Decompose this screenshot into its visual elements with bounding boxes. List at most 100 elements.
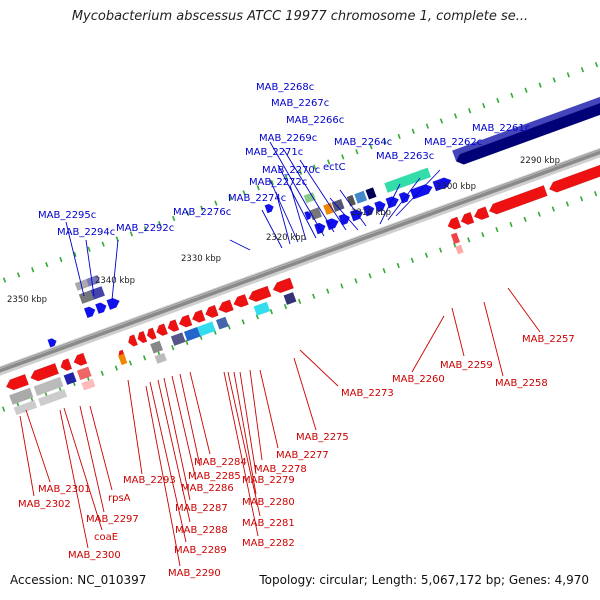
reverse-gene-label: MAB_2281 (242, 518, 295, 529)
forward-gene-label: MAB_2294c (57, 227, 115, 238)
reverse-ruler-tick (382, 267, 386, 274)
reverse-gene-label: MAB_2300 (68, 550, 121, 561)
reverse-leader (79, 405, 105, 513)
reverse-feature-box (9, 387, 34, 405)
reverse-gene-arrow (218, 299, 234, 313)
forward-ruler-tick (298, 169, 303, 175)
reverse-gene-label: MAB_2257 (522, 334, 575, 345)
reverse-gene-arrow (167, 319, 180, 332)
forward-gene-label: MAB_2262c (424, 137, 482, 148)
forward-gene-label: MAB_2264c (334, 137, 392, 148)
reverse-leader (411, 315, 445, 373)
reverse-gene-label: MAB_2279 (242, 475, 295, 486)
forward-ruler-tick (45, 262, 49, 268)
reverse-ruler-tick (509, 221, 513, 228)
forward-feature-box (309, 207, 322, 221)
reverse-gene-arrow (156, 323, 169, 337)
reverse-ruler-tick (565, 201, 570, 207)
reverse-ruler-tick (100, 370, 104, 376)
reverse-feature-box (33, 376, 64, 396)
reverse-feature-box (154, 352, 167, 364)
reverse-ruler-tick (128, 360, 133, 366)
reverse-feature-box (216, 316, 229, 330)
reverse-ruler-tick (297, 298, 302, 305)
reverse-gene-label: MAB_2297 (86, 514, 139, 525)
forward-ruler-tick (524, 87, 528, 93)
forward-gene-arrow (325, 218, 339, 231)
reverse-gene-arrow (191, 309, 206, 323)
forward-leader (111, 239, 119, 301)
reverse-leader (149, 381, 187, 543)
reverse-feature-box (63, 372, 77, 385)
reverse-gene-arrow (60, 358, 73, 371)
forward-leader (261, 209, 283, 249)
forward-feature-box (78, 290, 94, 304)
forward-ruler-tick (341, 154, 345, 160)
forward-leader (395, 169, 441, 217)
reverse-leader (483, 301, 504, 377)
forward-ruler-tick (270, 179, 274, 186)
forward-gene-label: MAB_2292c (116, 223, 174, 234)
reverse-gene-label: MAB_2284 (194, 457, 247, 468)
forward-ruler-tick (186, 210, 190, 216)
reverse-feature-box (253, 301, 271, 316)
forward-leader (289, 184, 307, 241)
forward-ruler-tick (73, 251, 77, 258)
reverse-gene-arrow (128, 334, 139, 347)
forward-ruler-tick (425, 123, 429, 129)
reverse-feature-box (81, 378, 96, 391)
forward-ruler-tick (16, 272, 21, 278)
reverse-ruler-tick (185, 339, 189, 346)
reverse-leader (171, 375, 197, 481)
reverse-ruler-tick (340, 283, 344, 289)
reverse-leader (19, 415, 35, 497)
forward-ruler-tick (256, 185, 260, 191)
reverse-gene-label: rpsA (108, 493, 131, 504)
reverse-gene-label: MAB_2280 (242, 497, 295, 508)
backbone-line (0, 148, 600, 373)
forward-ruler-tick (482, 102, 486, 109)
reverse-gene-arrow (30, 362, 60, 382)
reverse-gene-arrow (473, 206, 490, 220)
reverse-ruler-tick (537, 211, 541, 217)
reverse-gene-label: coaE (94, 532, 118, 543)
reverse-gene-arrow (205, 304, 219, 318)
reverse-gene-label: MAB_2258 (495, 378, 548, 389)
reverse-feature-box (76, 366, 92, 381)
reverse-gene-label: MAB_2260 (392, 374, 445, 385)
reverse-ruler-tick (438, 247, 443, 253)
forward-ruler-tick (369, 144, 373, 150)
reverse-leader (451, 307, 465, 357)
reverse-leader (233, 371, 257, 495)
reverse-feature-box (184, 327, 201, 342)
reverse-gene-label: MAB_2285 (188, 471, 241, 482)
reverse-ruler-tick (396, 262, 400, 269)
forward-ruler-tick (439, 118, 444, 124)
forward-ruler-tick (327, 159, 331, 165)
reverse-gene-label: MAB_2290 (168, 568, 221, 579)
gene-labels: 2290 kbp 2300 kbp 2310 kbp 2320 kbp 2330 kbp… (7, 82, 575, 579)
forward-gene-label: MAB_2269c (259, 133, 317, 144)
forward-gene-label: MAB_2295c (38, 210, 96, 221)
forward-leader (275, 191, 291, 245)
reverse-feature-box (118, 353, 128, 366)
reverse-leader (249, 369, 263, 461)
reverse-leader (239, 371, 257, 475)
reverse-ruler-tick (114, 365, 118, 371)
forward-ruler-tick (284, 174, 289, 181)
feature-tracks (5, 96, 600, 416)
reverse-ruler-tick (579, 196, 584, 202)
reverse-gene-label: MAB_2277 (276, 450, 329, 461)
forward-gene-arrow (94, 302, 107, 315)
reverse-leader (179, 373, 201, 467)
forward-leader (379, 183, 401, 225)
reverse-ruler-tick (481, 232, 485, 238)
reverse-gene-label: MAB_2287 (175, 503, 228, 514)
forward-ruler-tick (383, 138, 387, 145)
reverse-ruler-tick (283, 303, 288, 310)
reverse-gene-label: MAB_2301 (38, 484, 91, 495)
reverse-leader (507, 287, 541, 333)
forward-gene-label: ectC (323, 162, 346, 173)
reverse-leader (145, 385, 181, 567)
